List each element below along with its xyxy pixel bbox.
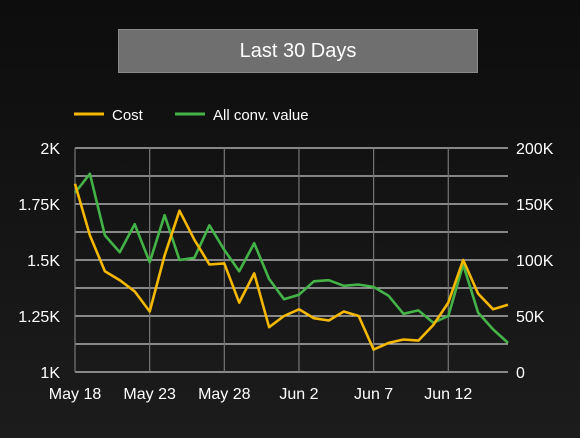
legend-label-cost: Cost [112,107,144,124]
y-right-ticks: 0 50K 100K 150K 200K [516,141,554,382]
y-left-tick-label: 1.75K [18,197,60,214]
x-tick-label: May 28 [198,386,251,403]
x-tick-label: May 23 [123,386,176,403]
legend-label-conv: All conv. value [213,107,309,124]
chart-grid [74,147,508,373]
y-right-tick-label: 50K [516,309,545,326]
x-tick-label: Jun 12 [424,386,472,403]
x-tick-label: Jun 7 [354,386,393,403]
y-left-tick-label: 1.25K [18,309,60,326]
y-right-tick-label: 150K [516,197,554,214]
conv-value-series-line [73,172,509,344]
y-left-tick-label: 1K [40,365,60,382]
y-right-tick-label: 100K [516,253,554,270]
y-left-ticks: 1K 1.25K 1.5K 1.75K 2K [18,141,60,382]
y-right-tick-label: 200K [516,141,554,158]
chart-legend: Cost All conv. value [74,107,309,124]
x-ticks: May 18 May 23 May 28 Jun 2 Jun 7 Jun 12 [49,386,473,403]
y-right-tick-label: 0 [516,365,525,382]
x-tick-label: Jun 2 [279,386,318,403]
y-left-tick-label: 1.5K [27,253,60,270]
x-tick-label: May 18 [49,386,102,403]
chart-series [73,172,509,351]
date-range-button[interactable]: Last 30 Days [118,29,478,73]
cost-series-line [73,183,509,351]
date-range-label: Last 30 Days [239,39,357,62]
y-left-tick-label: 2K [40,141,60,158]
